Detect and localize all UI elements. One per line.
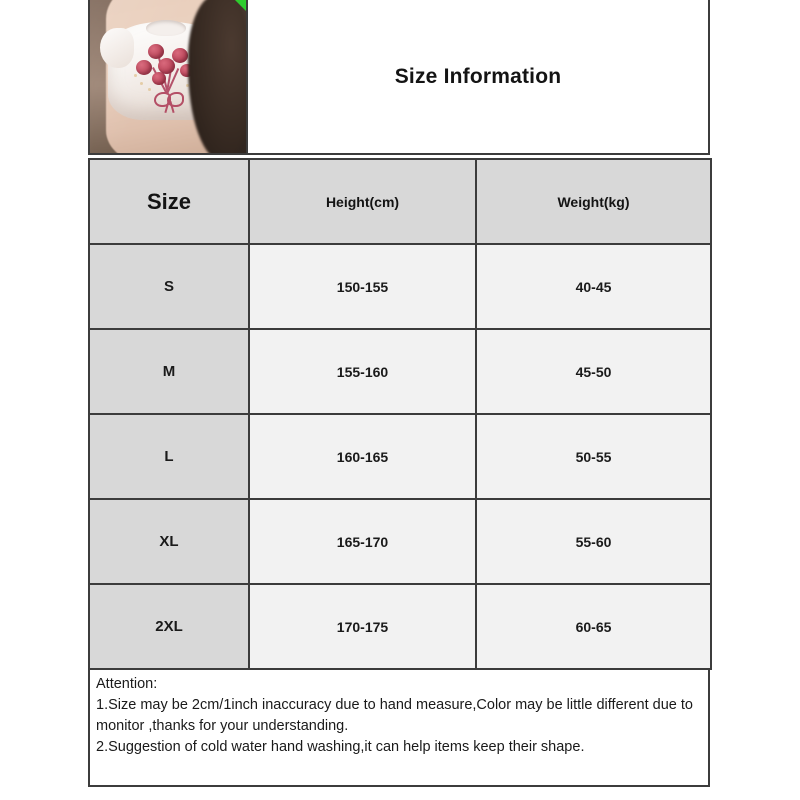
- table-row: M 155-160 45-50: [88, 328, 712, 415]
- cell-height: 155-160: [248, 328, 477, 415]
- cell-height: 165-170: [248, 498, 477, 585]
- column-header-size: Size: [88, 158, 250, 245]
- cell-size: L: [88, 413, 250, 500]
- cell-weight: 40-45: [475, 243, 712, 330]
- table-header-row: Size Height(cm) Weight(kg): [88, 158, 712, 245]
- attention-note: Attention: 1.Size may be 2cm/1inch inacc…: [88, 668, 710, 787]
- cell-height: 150-155: [248, 243, 477, 330]
- column-header-weight: Weight(kg): [475, 158, 712, 245]
- table-header: Size Height(cm) Weight(kg): [88, 158, 712, 245]
- cell-weight: 60-65: [475, 583, 712, 670]
- cell-size: XL: [88, 498, 250, 585]
- table-row: L 160-165 50-55: [88, 413, 712, 500]
- cell-height: 160-165: [248, 413, 477, 500]
- ribbon-bow-icon: [154, 92, 184, 114]
- rose-print-icon: [152, 72, 166, 85]
- table-row: S 150-155 40-45: [88, 243, 712, 330]
- top-collar: [146, 20, 186, 36]
- table-body: S 150-155 40-45 M 155-160 45-50 L 160-16…: [88, 243, 712, 670]
- attention-line-2: 2.Suggestion of cold water hand washing,…: [96, 739, 585, 756]
- page-title: Size Information: [394, 64, 562, 88]
- cell-size: S: [88, 243, 250, 330]
- table-row: 2XL 170-175 60-65: [88, 583, 712, 670]
- title-cell: Size Information: [248, 0, 710, 155]
- cell-size: M: [88, 328, 250, 415]
- size-table: Size Height(cm) Weight(kg) S 150-155 40-…: [88, 158, 712, 670]
- cell-weight: 45-50: [475, 328, 712, 415]
- cell-weight: 50-55: [475, 413, 712, 500]
- rose-print-icon: [158, 58, 175, 74]
- green-corner-marker-icon: [235, 0, 246, 11]
- table-row: XL 165-170 55-60: [88, 498, 712, 585]
- card-header-band: Size Information: [88, 0, 710, 158]
- column-header-height: Height(cm): [248, 158, 477, 245]
- cell-size: 2XL: [88, 583, 250, 670]
- product-photo: [88, 0, 248, 155]
- cell-weight: 55-60: [475, 498, 712, 585]
- cell-height: 170-175: [248, 583, 477, 670]
- model-hair-right: [188, 0, 246, 153]
- product-photo-image: [90, 0, 246, 153]
- rose-print-icon: [136, 60, 152, 75]
- attention-line-1: 1.Size may be 2cm/1inch inaccuracy due t…: [96, 697, 698, 735]
- attention-heading: Attention:: [96, 676, 158, 692]
- top-sleeve-left: [100, 28, 134, 68]
- rose-print-icon: [172, 48, 188, 63]
- rose-print-icon: [148, 44, 164, 59]
